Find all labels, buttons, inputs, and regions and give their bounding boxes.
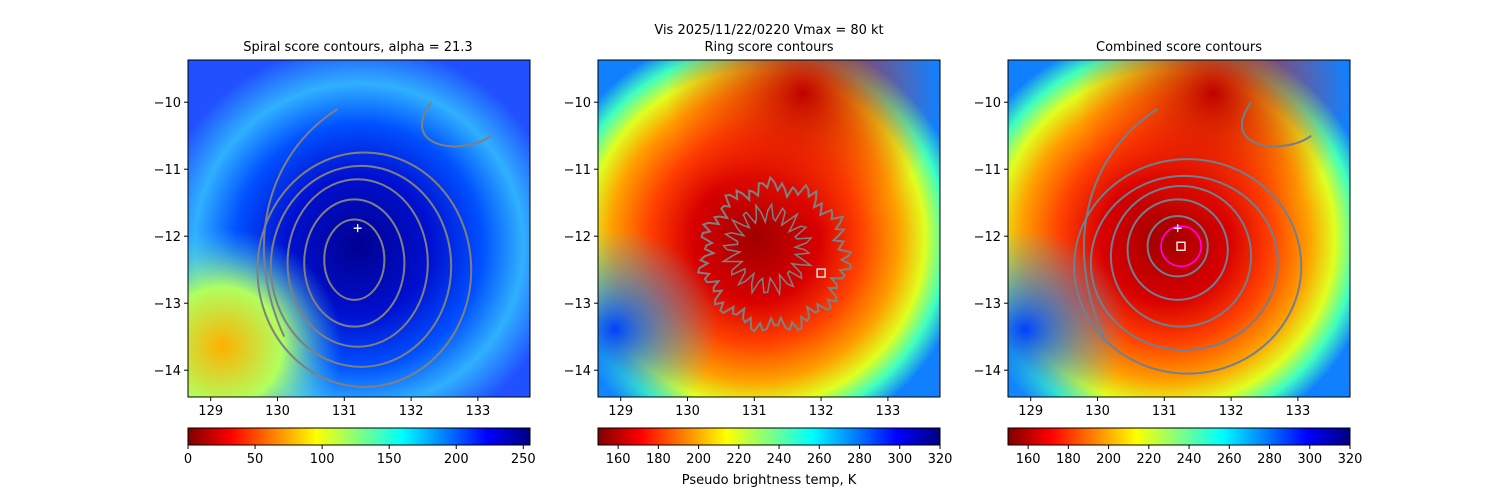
colorbar-tick-label: 100 (310, 452, 335, 467)
y-tick-label: −12 (974, 230, 1001, 245)
x-tick-label: 133 (875, 404, 900, 419)
contour-line (256, 151, 473, 388)
y-tick-label: −13 (154, 297, 181, 312)
magenta-circle-marker (1160, 225, 1202, 268)
y-tick-label: −14 (564, 364, 591, 379)
colorbar-tick-label: 160 (1016, 452, 1041, 467)
contour-line (303, 198, 406, 328)
x-tick-label: 131 (742, 404, 767, 419)
colorbar-tick-label: 0 (184, 452, 192, 467)
colorbar-tick-label: 220 (1136, 452, 1161, 467)
suptitle: Vis 2025/11/22/0220 Vmax = 80 kt (654, 23, 884, 38)
colorbar-tick-label: 320 (928, 452, 953, 467)
x-tick-label: 129 (198, 404, 223, 419)
contour-line (1073, 158, 1303, 375)
colorbar-tick-label: 300 (887, 452, 912, 467)
x-tick-label: 130 (675, 404, 700, 419)
ring-contour (696, 175, 853, 333)
colorbar-tick-label: 280 (847, 452, 872, 467)
panel-3-title: Combined score contours (1096, 40, 1262, 55)
spiral-contour (421, 101, 492, 148)
y-tick-label: −11 (154, 163, 181, 178)
spiral-contour (262, 108, 339, 338)
colorbar-tick-label: 160 (606, 452, 631, 467)
x-tick-label: 133 (1285, 404, 1310, 419)
y-tick-label: −13 (564, 297, 591, 312)
y-tick-label: −14 (974, 364, 1001, 379)
colorbar-label: Pseudo brightness temp, K (681, 473, 857, 488)
y-tick-label: −10 (564, 96, 591, 111)
colorbar-tick-label: 50 (247, 452, 264, 467)
y-tick-label: −13 (974, 297, 1001, 312)
colorbar-tick-label: 180 (646, 452, 671, 467)
contour-line (323, 218, 386, 301)
ring-contour-inner (720, 202, 814, 297)
panel-1: 129 130 131 132 133 −10 −11 −12 −13 −14 0 50 100 150 2… (154, 59, 536, 467)
colorbar-tick-label: 200 (1096, 452, 1121, 467)
panel-2: 129 130 131 132 133 −10 −11 −12 −13 −14 160 180 200 2… (564, 59, 953, 467)
colorbar (1007, 427, 1351, 446)
colorbar (597, 427, 941, 446)
x-tick-label: 132 (1219, 404, 1244, 419)
panel-2-title: Ring score contours (704, 40, 834, 55)
x-tick-label: 132 (809, 404, 834, 419)
colorbar (187, 427, 531, 446)
image-layer (598, 60, 940, 397)
contour-line (1126, 198, 1229, 301)
x-tick-label: 130 (265, 404, 290, 419)
axes-frame (187, 59, 531, 398)
contour-line (1089, 174, 1279, 352)
spiral-contour (1082, 108, 1159, 338)
x-tick-label: 130 (1085, 404, 1110, 419)
y-tick-label: −14 (154, 364, 181, 379)
colorbar-tick-label: 150 (377, 452, 402, 467)
y-tick-label: −10 (154, 96, 181, 111)
center-square-marker (816, 268, 826, 278)
x-tick-label: 132 (399, 404, 424, 419)
colorbar-tick-label: 240 (767, 452, 792, 467)
axes-frame (1007, 59, 1351, 398)
center-plus-marker (353, 224, 362, 233)
contour-line (269, 164, 453, 368)
colorbar-tick-label: 220 (726, 452, 751, 467)
center-plus-marker (1173, 224, 1182, 233)
axes-frame (597, 59, 941, 398)
panel-3: 129 130 131 132 133 −10 −11 −12 −13 −14 160 180 200 2… (974, 59, 1363, 467)
x-tick-label: 133 (465, 404, 490, 419)
colorbar-tick-label: 320 (1338, 452, 1363, 467)
y-tick-label: −12 (564, 230, 591, 245)
colorbar-tick-label: 300 (1297, 452, 1322, 467)
colorbar-tick-label: 180 (1056, 452, 1081, 467)
y-tick-label: −12 (154, 230, 181, 245)
colorbar-tick-label: 250 (511, 452, 536, 467)
x-tick-label: 129 (1018, 404, 1043, 419)
center-square-marker (1176, 241, 1186, 251)
colorbar-tick-label: 260 (807, 452, 832, 467)
spiral-contour (1241, 101, 1312, 148)
contour-line (1146, 215, 1209, 278)
colorbar-tick-label: 240 (1177, 452, 1202, 467)
x-tick-label: 129 (608, 404, 633, 419)
y-tick-label: −11 (564, 163, 591, 178)
satellite-image (1008, 60, 1350, 397)
colorbar-tick-label: 200 (444, 452, 469, 467)
x-tick-label: 131 (1152, 404, 1177, 419)
panel-1-title: Spiral score contours, alpha = 21.3 (243, 40, 473, 55)
y-tick-label: −10 (974, 96, 1001, 111)
x-tick-label: 131 (332, 404, 357, 419)
colorbar-tick-label: 280 (1257, 452, 1282, 467)
colorbar-tick-label: 260 (1217, 452, 1242, 467)
satellite-image (598, 60, 940, 397)
contour-line (286, 178, 429, 348)
y-tick-label: −11 (974, 163, 1001, 178)
colorbar-tick-label: 200 (686, 452, 711, 467)
contour-line (1109, 184, 1253, 328)
